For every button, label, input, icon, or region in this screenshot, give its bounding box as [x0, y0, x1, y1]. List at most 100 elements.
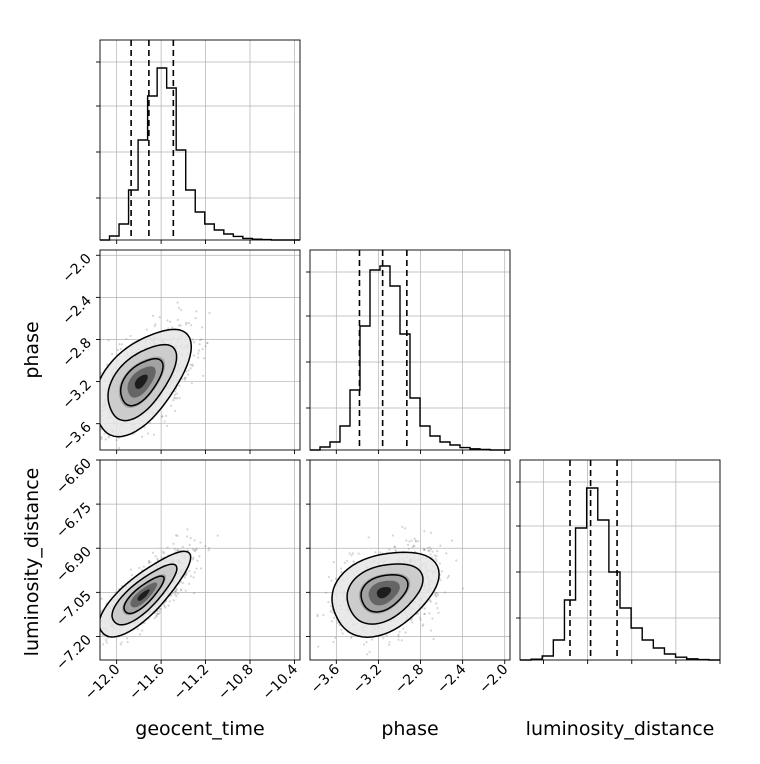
scatter-point [436, 606, 439, 610]
scatter-point [340, 628, 343, 631]
x-axis-label-luminosity_distance: luminosity_distance [526, 718, 715, 740]
histogram-step-line [100, 67, 300, 241]
scatter-point [362, 643, 366, 646]
scatter-point [175, 595, 178, 598]
scatter-point [450, 539, 454, 542]
x-tick-label: −12.0 [82, 662, 124, 704]
scatter-point [332, 640, 335, 644]
scatter-point [408, 540, 411, 543]
scatter-point [193, 571, 196, 574]
scatter-point [439, 544, 442, 547]
scatter-point [401, 525, 404, 528]
scatter-point [196, 559, 199, 562]
panel-frame [519, 459, 721, 661]
histogram-step-line [520, 487, 720, 661]
scatter-point [204, 345, 207, 348]
density-content [95, 528, 219, 648]
panel-frame [99, 39, 301, 241]
scatter-point [95, 610, 97, 612]
scatter-point [185, 370, 188, 373]
scatter-point [156, 612, 159, 615]
scatter-point [91, 393, 93, 395]
scatter-point [190, 324, 193, 327]
scatter-point [192, 558, 195, 561]
scatter-point [336, 621, 339, 624]
scatter-point [189, 575, 193, 578]
scatter-point [174, 591, 177, 594]
scatter-point [155, 615, 158, 618]
scatter-point [156, 557, 159, 560]
scatter-point [96, 414, 98, 416]
panel-frame [309, 459, 511, 661]
scatter-point [333, 616, 336, 620]
y-tick-label: −3.2 [59, 377, 94, 412]
scatter-point [176, 534, 179, 537]
scatter-point [197, 356, 200, 359]
scatter-point [382, 637, 385, 640]
scatter-point [181, 581, 184, 585]
scatter-point [332, 561, 335, 564]
scatter-point [116, 348, 119, 352]
scatter-point [338, 623, 341, 627]
scatter-point [147, 560, 151, 563]
scatter-point [340, 571, 343, 574]
scatter-point [341, 632, 344, 635]
scatter-point [330, 605, 333, 608]
scatter-point [350, 635, 353, 638]
scatter-point [181, 377, 184, 381]
scatter-point [430, 556, 434, 559]
x-tick-label: −3.6 [308, 661, 343, 696]
scatter-point [176, 592, 179, 595]
scatter-point [166, 546, 169, 549]
scatter-point [413, 545, 416, 548]
scatter-point [340, 567, 343, 570]
scatter-point [148, 559, 151, 563]
x-tick-label: −2.4 [434, 661, 469, 696]
scatter-point [352, 560, 355, 563]
scatter-point [92, 414, 94, 416]
scatter-point [445, 552, 448, 555]
scatter-point [104, 438, 107, 441]
scatter-point [107, 339, 110, 342]
x-tick-label: −11.6 [126, 661, 168, 703]
scatter-point [129, 334, 132, 338]
scatter-point [156, 612, 159, 616]
scatter-point [100, 610, 103, 613]
scatter-point [174, 590, 178, 593]
y-tick-label: −6.60 [53, 456, 95, 498]
scatter-point [172, 599, 175, 602]
scatter-point [115, 439, 118, 442]
scatter-point [171, 591, 175, 595]
scatter-point [181, 545, 184, 548]
scatter-point [175, 588, 178, 592]
scatter-point [433, 592, 437, 596]
scatter-point [198, 338, 202, 342]
density-contour [346, 563, 424, 625]
scatter-point [426, 546, 430, 550]
scatter-point [174, 593, 177, 596]
scatter-point [412, 544, 415, 547]
scatter-point [393, 545, 397, 548]
scatter-point [349, 636, 353, 640]
scatter-point [121, 343, 124, 346]
scatter-point [107, 436, 110, 439]
scatter-point [152, 433, 155, 436]
scatter-point [198, 555, 201, 558]
scatter-point [178, 384, 181, 387]
scatter-point [435, 595, 438, 598]
scatter-point [186, 373, 190, 376]
scatter-point [198, 343, 201, 346]
scatter-point [176, 301, 179, 304]
scatter-point [163, 420, 166, 423]
scatter-point [100, 437, 103, 440]
scatter-point [423, 530, 426, 533]
scatter-point [423, 612, 426, 616]
panel-frame [99, 249, 301, 451]
scatter-point [388, 643, 391, 646]
scatter-point [110, 352, 114, 356]
density-fill [137, 589, 150, 601]
scatter-point [146, 432, 150, 435]
density-content [310, 525, 464, 656]
scatter-point [173, 393, 176, 396]
y-axis-label-luminosity_distance: luminosity_distance [21, 468, 43, 657]
